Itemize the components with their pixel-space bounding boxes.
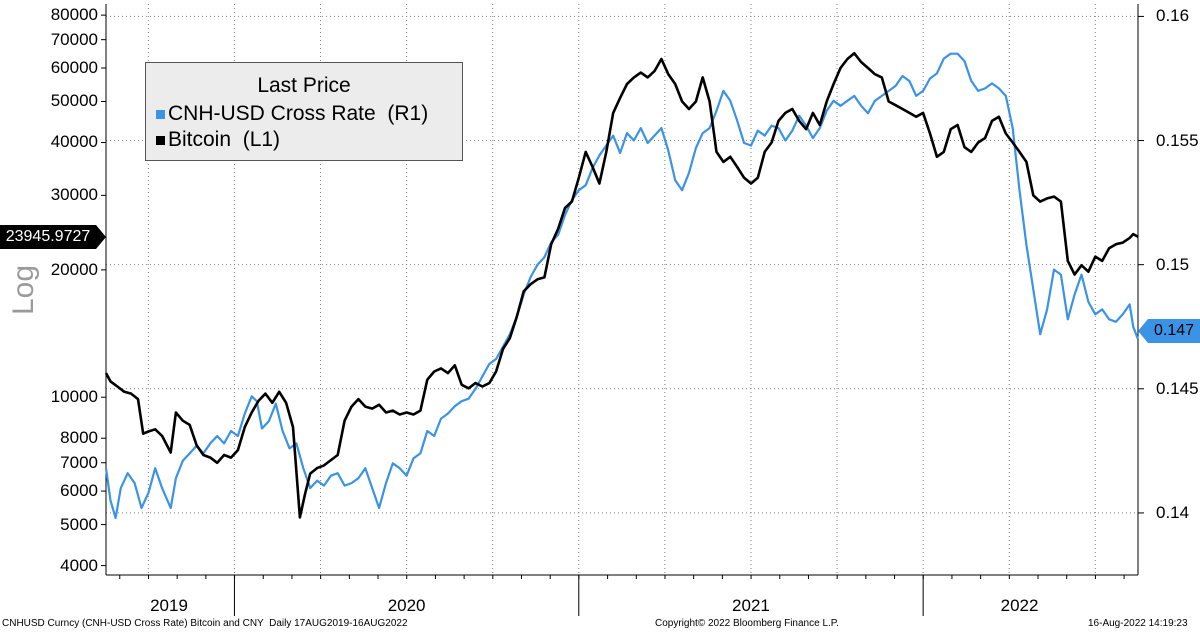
left-tick-label: 8000: [60, 428, 98, 448]
legend-title: Last Price: [257, 74, 351, 97]
x-year-label: 2022: [1000, 596, 1039, 615]
right-tick-label: 0.16: [1156, 6, 1190, 26]
legend-item-btc: Bitcoin (L1): [156, 127, 280, 153]
right-tick-label: 0.155: [1156, 130, 1199, 150]
x-year-label: 2019: [150, 596, 188, 615]
x-year-label: 2021: [732, 596, 770, 615]
footer-copyright: Copyright© 2022 Bloomberg Finance L.P.: [655, 618, 839, 629]
left-tick-label: 5000: [60, 514, 98, 534]
left-tick-label: 70000: [50, 29, 98, 49]
cnh-last-price-value: 0.147: [1148, 319, 1200, 343]
legend-swatch-cnh: [156, 109, 165, 119]
left-tick-label: 10000: [50, 387, 98, 407]
left-tick-label: 4000: [60, 555, 98, 575]
right-tick-label: 0.14: [1156, 502, 1190, 522]
footer-source: CNHUSD Curncy (CNH-USD Cross Rate) Bitco…: [2, 618, 408, 629]
marker-arrow-icon: [1138, 319, 1148, 343]
cnh-usd-line: [104, 52, 1140, 519]
y-axis-title: Log: [7, 264, 40, 316]
right-tick-label: 0.15: [1156, 254, 1190, 274]
bitcoin-last-price-marker: 23945.9727: [0, 225, 106, 249]
legend-swatch-btc: [156, 135, 165, 145]
legend-label-btc: Bitcoin (L1): [168, 128, 281, 151]
left-tick-label: 80000: [50, 5, 98, 25]
left-tick-label: 7000: [60, 452, 98, 472]
left-tick-label: 60000: [50, 57, 98, 77]
legend-label-cnh: CNH-USD Cross Rate (R1): [168, 102, 429, 125]
left-tick-label: 20000: [50, 259, 98, 279]
legend: Last Price CNH-USD Cross Rate (R1) Bitco…: [145, 62, 463, 161]
legend-item-cnh: CNH-USD Cross Rate (R1): [156, 101, 428, 127]
left-tick-label: 40000: [50, 132, 98, 152]
left-tick-label: 30000: [50, 185, 98, 205]
series-layer: [104, 52, 1140, 519]
left-tick-label: 6000: [60, 481, 98, 501]
marker-arrow-icon: [96, 225, 106, 249]
bitcoin-last-price-value: 23945.9727: [0, 225, 96, 249]
bitcoin-line: [104, 52, 1139, 519]
left-tick-label: 50000: [50, 91, 98, 111]
cnh-last-price-marker: 0.147: [1138, 319, 1200, 343]
footer-timestamp: 16-Aug-2022 14:19:23: [1088, 618, 1188, 629]
right-tick-label: 0.145: [1156, 378, 1199, 398]
axis-layer: [101, 4, 1144, 616]
x-year-label: 2020: [387, 596, 426, 615]
